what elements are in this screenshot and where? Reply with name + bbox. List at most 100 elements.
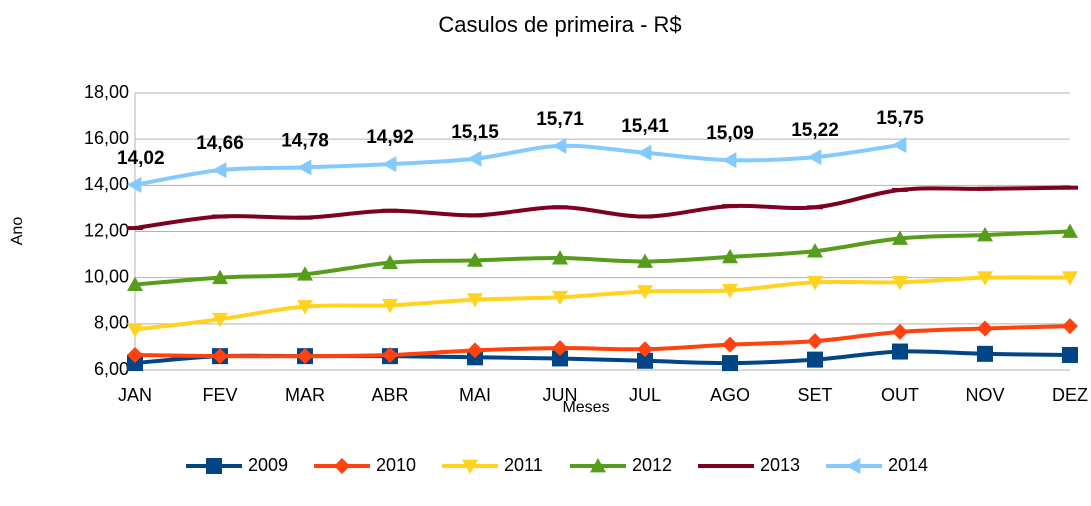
- marker: [552, 250, 568, 265]
- marker: [297, 215, 313, 220]
- data-label: 15,41: [621, 116, 669, 137]
- marker: [722, 355, 738, 372]
- marker: [206, 458, 222, 474]
- marker: [718, 464, 734, 468]
- x-tick-label: MAI: [459, 385, 491, 405]
- marker: [807, 275, 823, 291]
- x-axis-title: Meses: [562, 399, 609, 416]
- marker: [467, 150, 482, 167]
- x-tick-label: AGO: [710, 385, 750, 405]
- marker: [637, 352, 653, 369]
- marker: [462, 459, 478, 474]
- marker: [382, 156, 397, 173]
- marker: [892, 323, 908, 340]
- marker: [297, 266, 313, 281]
- marker: [977, 186, 993, 191]
- legend-label: 2010: [376, 455, 416, 475]
- marker: [297, 348, 313, 365]
- y-axis-title: Ano: [9, 217, 26, 246]
- marker: [467, 213, 483, 218]
- x-tick-label: NOV: [965, 385, 1004, 405]
- marker: [637, 341, 653, 358]
- marker: [722, 152, 737, 169]
- marker: [382, 298, 398, 314]
- marker: [892, 275, 908, 291]
- legend-label: 2014: [888, 455, 928, 475]
- legend-label: 2009: [248, 455, 288, 475]
- marker: [212, 348, 228, 365]
- marker: [977, 345, 993, 362]
- series-line: [134, 229, 1071, 287]
- marker: [467, 293, 483, 308]
- legend-label: 2012: [632, 455, 672, 475]
- marker: [467, 342, 483, 359]
- marker: [807, 351, 823, 368]
- marker: [722, 283, 738, 299]
- series-line: [134, 185, 1071, 231]
- marker: [552, 340, 568, 357]
- data-label: 14,66: [196, 133, 244, 154]
- y-tick-label: 8,00: [94, 313, 129, 333]
- marker: [552, 205, 568, 210]
- marker: [334, 458, 350, 474]
- marker: [846, 458, 861, 474]
- marker: [552, 137, 567, 154]
- marker: [382, 254, 398, 270]
- marker: [382, 208, 398, 213]
- series-line: [134, 275, 1071, 332]
- marker: [297, 300, 313, 315]
- marker: [722, 336, 738, 353]
- x-tick-label: DEZ: [1052, 385, 1088, 405]
- marker: [1062, 271, 1078, 286]
- marker: [127, 346, 143, 363]
- x-tick-label: JUN: [543, 385, 578, 405]
- marker: [127, 323, 143, 338]
- legend: 2009 2010 2011 2012 2013 2014: [186, 455, 928, 475]
- marker: [590, 458, 606, 473]
- marker: [637, 285, 653, 300]
- marker: [892, 136, 907, 153]
- data-label: 15,75: [876, 108, 924, 129]
- data-label: 14,78: [281, 130, 329, 151]
- marker: [637, 144, 652, 161]
- marker: [212, 269, 228, 285]
- marker: [297, 159, 312, 176]
- y-tick-label: 12,00: [84, 220, 129, 240]
- marker: [977, 320, 993, 337]
- marker: [807, 205, 823, 210]
- x-tick-label: OUT: [881, 385, 919, 405]
- series-line: [134, 142, 901, 187]
- marker: [637, 253, 653, 268]
- y-tick-label: 16,00: [84, 128, 129, 148]
- data-label: 15,09: [706, 123, 754, 144]
- marker: [127, 226, 143, 231]
- y-tick-label: 10,00: [84, 266, 129, 286]
- x-tick-label: FEV: [202, 385, 237, 405]
- marker: [552, 290, 568, 306]
- marker: [722, 204, 738, 209]
- marker: [127, 176, 142, 193]
- legend-label: 2011: [504, 455, 543, 475]
- marker: [212, 214, 228, 219]
- data-label: 14,02: [117, 148, 165, 169]
- y-tick-label: 14,00: [84, 174, 129, 194]
- marker: [977, 271, 993, 286]
- x-tick-label: JUL: [629, 385, 661, 405]
- marker: [1062, 318, 1078, 335]
- x-tick-label: JAN: [118, 385, 152, 405]
- marker: [127, 276, 143, 291]
- marker: [127, 355, 143, 372]
- x-tick-label: MAR: [285, 385, 325, 405]
- chart-title: Casulos de primeira - R$: [438, 12, 681, 37]
- marker: [212, 162, 227, 179]
- marker: [892, 343, 908, 360]
- marker: [552, 350, 568, 367]
- marker: [1062, 223, 1078, 238]
- data-label: 15,22: [791, 120, 839, 141]
- marker: [722, 248, 738, 264]
- series-line: [134, 324, 1071, 359]
- marker: [382, 346, 398, 363]
- marker: [467, 252, 483, 267]
- y-tick-label: 6,00: [94, 359, 129, 379]
